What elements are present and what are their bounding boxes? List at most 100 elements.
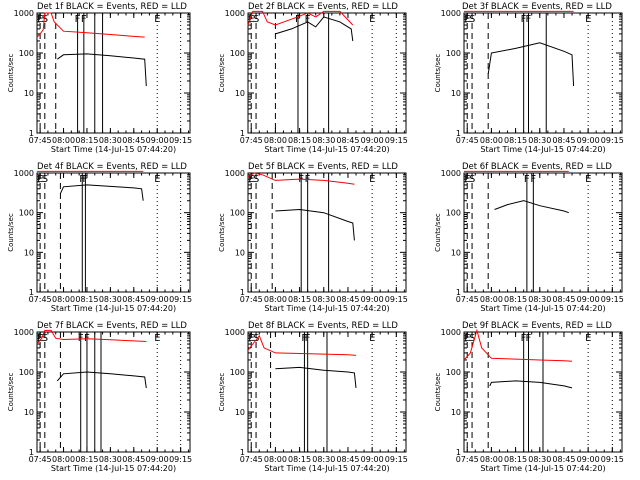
y-tick-label: 100 bbox=[19, 49, 34, 58]
events-series-line bbox=[59, 184, 144, 201]
x-tick-label: 07:45 bbox=[240, 455, 263, 464]
x-tick-label: 08:15 bbox=[504, 455, 527, 464]
x-tick-label: 07:45 bbox=[456, 455, 479, 464]
chart-panel-3: Det 3f BLACK = Events, RED = LLD 1 10 100 10… bbox=[434, 2, 624, 154]
x-tick-label: 08:30 bbox=[99, 455, 122, 464]
x-axis-label: Start Time (14-Jul-15 07:44:20) bbox=[480, 464, 605, 473]
y-tick-label: 100 bbox=[230, 49, 245, 58]
x-tick-label: 08:15 bbox=[75, 136, 98, 145]
event-marker-label: F bbox=[530, 174, 536, 185]
y-tick-label: 100 bbox=[446, 368, 461, 377]
x-tick-label: 08:45 bbox=[122, 295, 145, 304]
x-tick-label: 08:45 bbox=[336, 295, 359, 304]
y-tick-label: 1000 bbox=[225, 328, 245, 337]
lld-series-line bbox=[36, 329, 147, 345]
y-tick-label: 10 bbox=[451, 248, 461, 257]
y-tick-label: 10 bbox=[24, 248, 34, 257]
y-tick-label: 1 bbox=[240, 288, 245, 297]
y-axis-label: Counts/sec bbox=[434, 373, 442, 412]
y-tick-label: 100 bbox=[230, 368, 245, 377]
chart-title: Det 9f BLACK = Events, RED = LLD bbox=[462, 321, 612, 331]
events-series-line bbox=[56, 371, 147, 388]
y-tick-label: 1 bbox=[29, 288, 34, 297]
x-tick-label: 09:15 bbox=[385, 455, 408, 464]
x-tick-label: 09:00 bbox=[361, 136, 384, 145]
y-tick-label: 10 bbox=[451, 89, 461, 98]
plot-frame bbox=[36, 12, 191, 134]
x-tick-label: 07:45 bbox=[29, 136, 52, 145]
events-series-line bbox=[489, 380, 573, 389]
y-axis-label: Counts/sec bbox=[7, 373, 15, 412]
y-axis-label: Counts/sec bbox=[434, 54, 442, 93]
x-tick-label: 08:45 bbox=[122, 455, 145, 464]
x-tick-label: 08:15 bbox=[75, 295, 98, 304]
event-marker-label: E bbox=[37, 174, 43, 185]
event-marker-label: E bbox=[248, 333, 254, 344]
y-tick-label: 1 bbox=[456, 448, 461, 457]
plot-frame bbox=[247, 172, 407, 293]
y-axis-label: Counts/sec bbox=[7, 54, 15, 93]
lld-series-line bbox=[247, 10, 354, 26]
event-marker-label: E bbox=[585, 14, 591, 25]
event-marker-label: E bbox=[37, 14, 43, 25]
y-axis-label: Counts/sec bbox=[218, 54, 226, 93]
x-tick-label: 08:00 bbox=[52, 295, 75, 304]
event-marker-label: F bbox=[305, 14, 311, 25]
plot-frame bbox=[36, 331, 191, 453]
y-axis-label: Counts/sec bbox=[218, 373, 226, 412]
x-tick-label: 07:45 bbox=[29, 455, 52, 464]
x-tick-label: 08:00 bbox=[480, 455, 503, 464]
y-axis-label: Counts/sec bbox=[434, 213, 442, 252]
x-axis-label: Start Time (14-Jul-15 07:44:20) bbox=[51, 145, 176, 154]
x-tick-label: 09:15 bbox=[601, 136, 624, 145]
x-tick-label: 07:45 bbox=[456, 136, 479, 145]
y-tick-label: 100 bbox=[446, 49, 461, 58]
event-marker-label: S bbox=[469, 333, 475, 344]
event-marker-label: E bbox=[37, 333, 43, 344]
x-tick-label: 09:15 bbox=[601, 455, 624, 464]
chart-panel-7: Det 7f BLACK = Events, RED = LLD 1 10 100 10… bbox=[7, 321, 192, 473]
x-tick-label: 08:00 bbox=[264, 136, 287, 145]
event-marker-label: F bbox=[79, 174, 85, 185]
x-tick-label: 09:15 bbox=[385, 295, 408, 304]
x-tick-label: 08:30 bbox=[528, 136, 551, 145]
lld-series-line bbox=[247, 334, 357, 356]
chart-title: Det 8f BLACK = Events, RED = LLD bbox=[248, 321, 398, 331]
y-tick-label: 10 bbox=[235, 408, 245, 417]
y-tick-label: 1000 bbox=[14, 9, 34, 18]
y-tick-label: 1 bbox=[240, 448, 245, 457]
x-axis-label: Start Time (14-Jul-15 07:44:20) bbox=[264, 304, 389, 313]
x-tick-label: 08:15 bbox=[288, 136, 311, 145]
events-series-line bbox=[494, 200, 569, 214]
x-tick-label: 07:45 bbox=[240, 295, 263, 304]
events-series-line bbox=[275, 208, 355, 241]
x-axis-label: Start Time (14-Jul-15 07:44:20) bbox=[480, 304, 605, 313]
x-tick-label: 09:00 bbox=[361, 295, 384, 304]
chart-title: Det 7f BLACK = Events, RED = LLD bbox=[37, 321, 187, 331]
y-tick-label: 1000 bbox=[225, 9, 245, 18]
event-marker-label: F bbox=[525, 333, 531, 344]
chart-title: Det 5f BLACK = Events, RED = LLD bbox=[248, 162, 398, 172]
y-tick-label: 1000 bbox=[225, 169, 245, 178]
event-marker-label: S bbox=[469, 14, 475, 25]
event-marker-label: F bbox=[295, 14, 301, 25]
event-marker-label: E bbox=[464, 14, 470, 25]
x-tick-label: 08:30 bbox=[312, 295, 335, 304]
event-marker-label: S bbox=[253, 14, 259, 25]
y-tick-label: 100 bbox=[230, 209, 245, 218]
events-series-line bbox=[275, 16, 354, 42]
x-tick-label: 08:45 bbox=[552, 136, 575, 145]
event-marker-label: S bbox=[42, 174, 48, 185]
event-marker-label: F bbox=[525, 14, 531, 25]
event-marker-label: S bbox=[42, 14, 48, 25]
y-tick-label: 1000 bbox=[441, 328, 461, 337]
chart-panel-5: Det 5f BLACK = Events, RED = LLD 1 10 100 10… bbox=[218, 162, 408, 313]
y-tick-label: 1000 bbox=[441, 169, 461, 178]
event-marker-label: E bbox=[248, 14, 254, 25]
y-tick-label: 100 bbox=[446, 209, 461, 218]
y-tick-label: 10 bbox=[235, 89, 245, 98]
event-marker-label: F bbox=[75, 14, 81, 25]
chart-panel-9: Det 9f BLACK = Events, RED = LLD 1 10 100 10… bbox=[434, 321, 624, 473]
x-tick-label: 08:30 bbox=[528, 295, 551, 304]
x-tick-label: 09:00 bbox=[361, 455, 384, 464]
